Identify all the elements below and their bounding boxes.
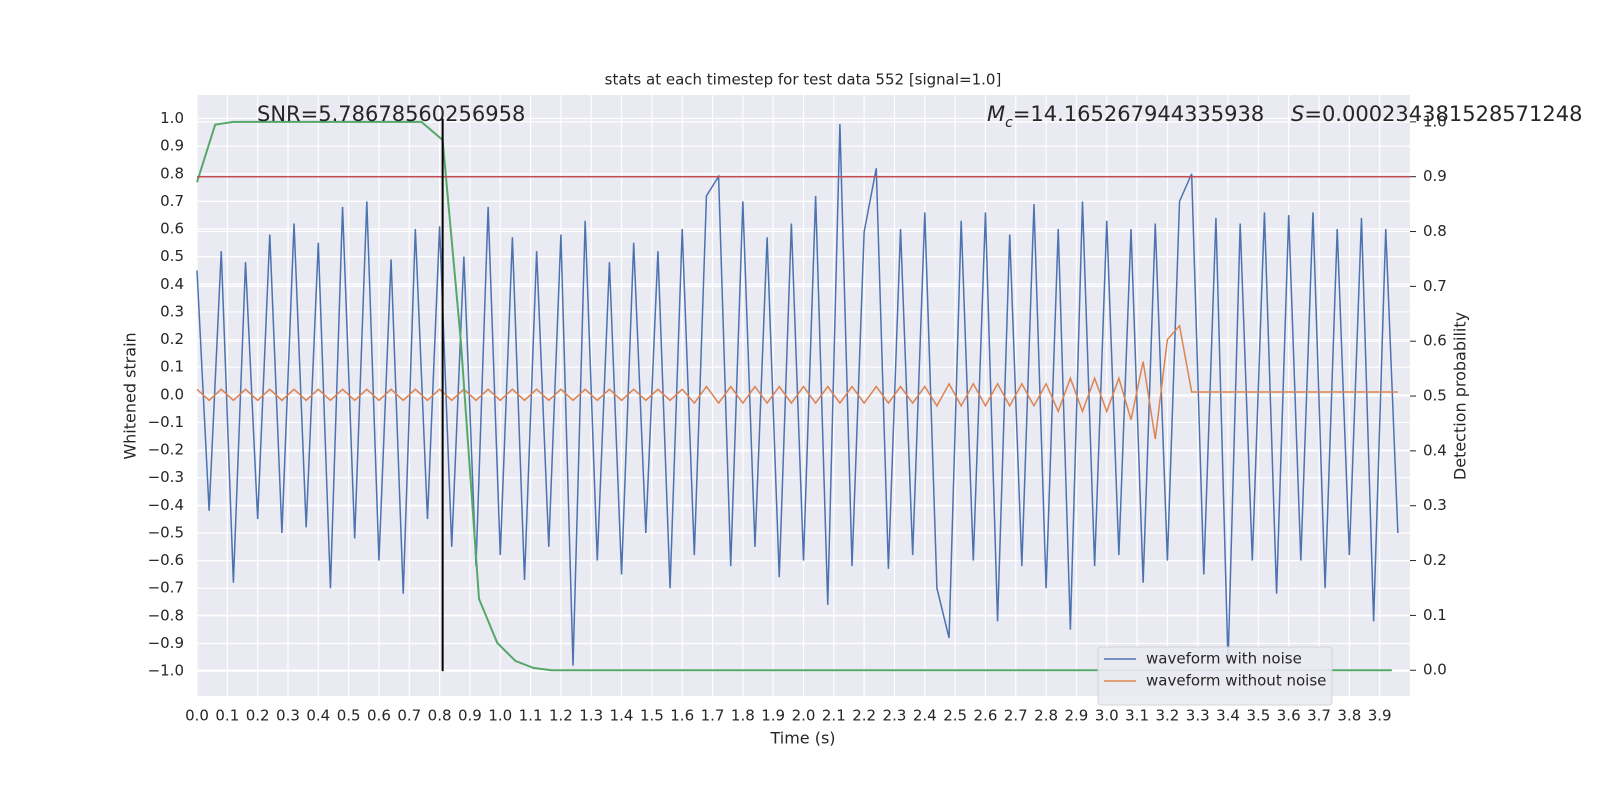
x-tick-label: 3.4 bbox=[1216, 707, 1240, 725]
legend: waveform with noise waveform without nois… bbox=[1097, 646, 1333, 706]
mc-symbol: M bbox=[987, 102, 1005, 126]
x-tick-label: 0.3 bbox=[276, 707, 300, 725]
x-tick-label: 1.6 bbox=[670, 707, 694, 725]
x-tick-label: 3.7 bbox=[1307, 707, 1331, 725]
chart-title: stats at each timestep for test data 552… bbox=[605, 71, 1002, 89]
x-tick-label: 0.8 bbox=[428, 707, 452, 725]
legend-box bbox=[1097, 646, 1333, 706]
y-tick-label: 0.7 bbox=[160, 192, 184, 210]
s-annotation: S=0.000234381528571248 bbox=[1291, 102, 1582, 126]
x-tick-label: 1.8 bbox=[731, 707, 755, 725]
x-tick-label: 1.2 bbox=[549, 707, 573, 725]
y-tick-label: 0.8 bbox=[160, 164, 184, 182]
y2-tick-label: 0.6 bbox=[1423, 332, 1447, 350]
x-tick-label: 1.0 bbox=[488, 707, 512, 725]
x-tick-label: 1.1 bbox=[519, 707, 543, 725]
y2-tick-label: 0.8 bbox=[1423, 222, 1447, 240]
series-line bbox=[196, 123, 1399, 666]
y-tick-label: −0.3 bbox=[148, 468, 184, 486]
y-tick-label: 0.1 bbox=[160, 358, 184, 376]
x-tick-label: 1.4 bbox=[610, 707, 634, 725]
y2-tick-label: 0.5 bbox=[1423, 387, 1447, 405]
y2-tick-label: 0.1 bbox=[1423, 606, 1447, 624]
y-tick-label: −0.2 bbox=[148, 441, 184, 459]
y-tick-label: −0.8 bbox=[148, 606, 184, 624]
y-tick-label: −0.7 bbox=[148, 579, 184, 597]
labels: 0.0 0.1 0.2 0.3 0.4 0.5 0.6 0.7 0.8 0.9 1.0 1.1 1.2 1… bbox=[148, 109, 1447, 725]
x-tick-label: 3.3 bbox=[1186, 707, 1210, 725]
mc-annotation: Mc=14.165267944335938 bbox=[987, 102, 1264, 131]
x-tick-label: 3.2 bbox=[1155, 707, 1179, 725]
y-tick-label: −0.1 bbox=[148, 413, 184, 431]
x-tick-label: 0.0 bbox=[185, 707, 209, 725]
x-tick-label: 2.8 bbox=[1034, 707, 1058, 725]
x-axis-label: Time (s) bbox=[769, 729, 835, 748]
y-tick-label: 0.4 bbox=[160, 275, 184, 293]
y-tick-label: 0.3 bbox=[160, 302, 184, 320]
x-tick-label: 1.9 bbox=[761, 707, 785, 725]
y-tick-label: 0.6 bbox=[160, 220, 184, 238]
x-tick-label: 1.5 bbox=[640, 707, 664, 725]
series-line bbox=[196, 324, 1398, 440]
mc-subscript: c bbox=[1005, 115, 1013, 131]
y-axis-label: Whitened strain bbox=[121, 332, 140, 459]
x-tick-label: 0.2 bbox=[246, 707, 270, 725]
grid bbox=[196, 95, 1410, 696]
x-tick-label: 1.3 bbox=[579, 707, 603, 725]
x-tick-label: 1.7 bbox=[701, 707, 725, 725]
y2-axis-label: Detection probability bbox=[1451, 312, 1470, 480]
y-tick-label: 0.5 bbox=[160, 247, 184, 265]
snr-annotation: SNR=5.78678560256958 bbox=[257, 102, 525, 126]
y2-tick-label: 0.4 bbox=[1423, 441, 1447, 459]
x-tick-label: 0.6 bbox=[367, 707, 391, 725]
legend-label: waveform with noise bbox=[1146, 650, 1302, 668]
y2-tick-label: 1.0 bbox=[1423, 112, 1447, 130]
x-tick-label: 2.2 bbox=[852, 707, 876, 725]
x-tick-label: 3.5 bbox=[1246, 707, 1270, 725]
y-tick-label: −0.4 bbox=[148, 496, 184, 514]
mc-value: =14.165267944335938 bbox=[1013, 102, 1264, 126]
y2-tick-label: 0.2 bbox=[1423, 551, 1447, 569]
y-tick-label: −0.6 bbox=[148, 551, 184, 569]
x-tick-label: 3.9 bbox=[1368, 707, 1392, 725]
s-symbol: S bbox=[1291, 102, 1304, 126]
x-tick-label: 0.4 bbox=[306, 707, 330, 725]
y2-tick-label: 0.9 bbox=[1423, 167, 1447, 185]
x-tick-label: 2.4 bbox=[913, 707, 937, 725]
x-tick-label: 3.6 bbox=[1277, 707, 1301, 725]
x-tick-label: 3.8 bbox=[1337, 707, 1361, 725]
y-tick-label: −0.5 bbox=[148, 523, 184, 541]
x-tick-label: 2.6 bbox=[974, 707, 998, 725]
s-value: =0.000234381528571248 bbox=[1304, 102, 1582, 126]
x-tick-label: 2.7 bbox=[1004, 707, 1028, 725]
x-tick-label: 3.0 bbox=[1095, 707, 1119, 725]
y-tick-label: 0.2 bbox=[160, 330, 184, 348]
y2-tick-label: 0.0 bbox=[1423, 661, 1447, 679]
y-tick-label: −1.0 bbox=[148, 662, 184, 680]
legend-label: waveform without noise bbox=[1146, 672, 1326, 690]
series-line bbox=[196, 120, 1392, 672]
y2-tick-label: 0.7 bbox=[1423, 277, 1447, 295]
marks bbox=[196, 118, 1410, 672]
x-tick-label: 3.1 bbox=[1125, 707, 1149, 725]
y2-tick-label: 0.3 bbox=[1423, 496, 1447, 514]
x-tick-label: 2.0 bbox=[792, 707, 816, 725]
y-tick-label: 0.0 bbox=[160, 385, 184, 403]
y-tick-label: 0.9 bbox=[160, 137, 184, 155]
x-tick-label: 0.1 bbox=[215, 707, 239, 725]
x-tick-label: 0.5 bbox=[337, 707, 361, 725]
x-tick-label: 2.3 bbox=[883, 707, 907, 725]
x-tick-label: 2.9 bbox=[1064, 707, 1088, 725]
y-tick-label: 1.0 bbox=[160, 109, 184, 127]
x-tick-label: 2.5 bbox=[943, 707, 967, 725]
x-tick-label: 0.9 bbox=[458, 707, 482, 725]
x-tick-label: 0.7 bbox=[397, 707, 421, 725]
y-tick-label: −0.9 bbox=[148, 634, 184, 652]
x-tick-label: 2.1 bbox=[822, 707, 846, 725]
